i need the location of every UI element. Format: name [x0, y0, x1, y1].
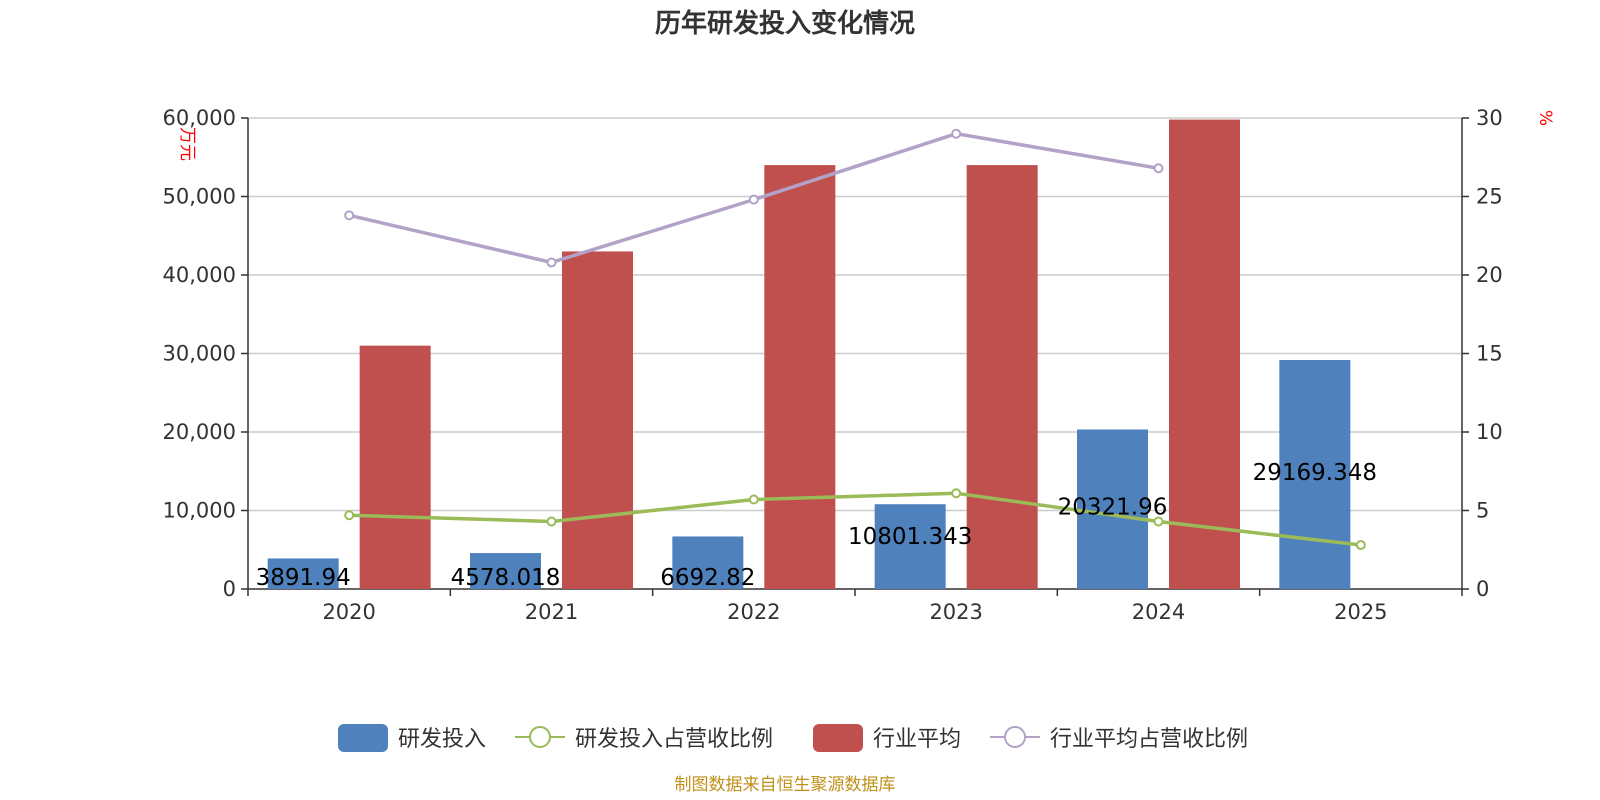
- bar-industry: [764, 165, 836, 589]
- industry-ratio-point: [748, 194, 759, 205]
- rd-ratio-line: [349, 491, 1362, 547]
- y-right-tick-label: 25: [1476, 185, 1503, 209]
- bar-rd: [874, 504, 946, 589]
- x-tick-label: 2024: [1132, 600, 1185, 624]
- legend-swatch-point: [1004, 726, 1026, 748]
- source-note: 制图数据来自恒生聚源数据库: [675, 775, 896, 795]
- rd-ratio-point: [344, 510, 355, 521]
- bar-rd: [267, 558, 339, 589]
- y-left-tick-label: 10,000: [163, 499, 236, 523]
- x-tick-label: 2023: [929, 600, 982, 624]
- bar-rd: [1279, 360, 1351, 589]
- legend-label: 研发投入占营收比例: [575, 727, 773, 752]
- legend-label: 行业平均占营收比例: [1050, 727, 1248, 752]
- legend-label: 研发投入: [398, 727, 486, 752]
- industry-ratio-point: [344, 210, 355, 221]
- legend: 研发投入 研发投入占营收比例 行业平均 行业平均占营收比例: [338, 724, 1248, 752]
- legend-swatch-bar: [338, 724, 388, 752]
- bar-rd: [470, 553, 541, 589]
- y-right-tick-label: 30: [1476, 106, 1503, 130]
- y-left-tick-label: 60,000: [163, 106, 236, 130]
- rd-ratio-point: [951, 488, 962, 499]
- x-tick-label: 2020: [322, 600, 375, 624]
- y-left-tick-label: 30,000: [163, 342, 236, 366]
- legend-label: 行业平均: [873, 727, 961, 752]
- y-left-unit-label: 万元: [177, 127, 197, 161]
- y-right-unit-label: %: [1535, 110, 1555, 126]
- axes: 0 10,000 20,000 30,000 40,000 50,000 60,000 0 5 1…: [163, 106, 1555, 624]
- data-labels: 3891.94 4578.018 6692.82 10801.343 20321.96 2…: [256, 460, 1377, 591]
- grid-lines: [248, 117, 1462, 512]
- rd-ratio-point: [1153, 516, 1164, 527]
- y-left-tick-label: 40,000: [163, 263, 236, 287]
- rd-ratio-point: [1355, 540, 1366, 551]
- bar-rd-data-label: 3891.94: [256, 565, 351, 591]
- rd-ratio-point: [748, 494, 759, 505]
- rd-ratio-point: [546, 516, 557, 527]
- y-right-tick-label: 20: [1476, 263, 1503, 287]
- chart-title: 历年研发投入变化情况: [655, 8, 915, 39]
- y-right-tick-label: 15: [1476, 342, 1503, 366]
- legend-swatch-point: [529, 726, 551, 748]
- y-left-tick-label: 20,000: [163, 420, 236, 444]
- industry-ratio-point: [546, 257, 557, 268]
- bar-rd-data-label: 20321.96: [1058, 494, 1168, 520]
- bar-marks: [267, 119, 1351, 589]
- bar-industry: [1169, 119, 1240, 589]
- bar-industry: [562, 251, 633, 589]
- x-tick-label: 2025: [1334, 600, 1387, 624]
- y-left-tick-label: 0: [223, 577, 236, 601]
- industry-ratio-point: [951, 128, 962, 139]
- y-right-tick-label: 10: [1476, 420, 1503, 444]
- y-left-tick-label: 50,000: [163, 185, 236, 209]
- x-tick-label: 2021: [525, 600, 578, 624]
- bar-rd: [1077, 429, 1148, 589]
- y-right-tick-label: 5: [1476, 499, 1489, 523]
- bar-rd-data-label: 29169.348: [1253, 460, 1377, 486]
- bar-rd-data-label: 6692.82: [660, 565, 755, 591]
- bar-industry: [966, 165, 1038, 589]
- bar-rd: [672, 536, 744, 589]
- bar-rd-data-label: 10801.343: [848, 524, 972, 550]
- x-tick-label: 2022: [727, 600, 780, 624]
- industry-ratio-point: [1153, 163, 1164, 174]
- line-marks: [344, 128, 1366, 551]
- y-right-tick-label: 0: [1476, 577, 1489, 601]
- legend-swatch-bar: [813, 724, 863, 752]
- bar-rd-data-label: 4578.018: [451, 565, 561, 591]
- bar-industry: [359, 345, 431, 589]
